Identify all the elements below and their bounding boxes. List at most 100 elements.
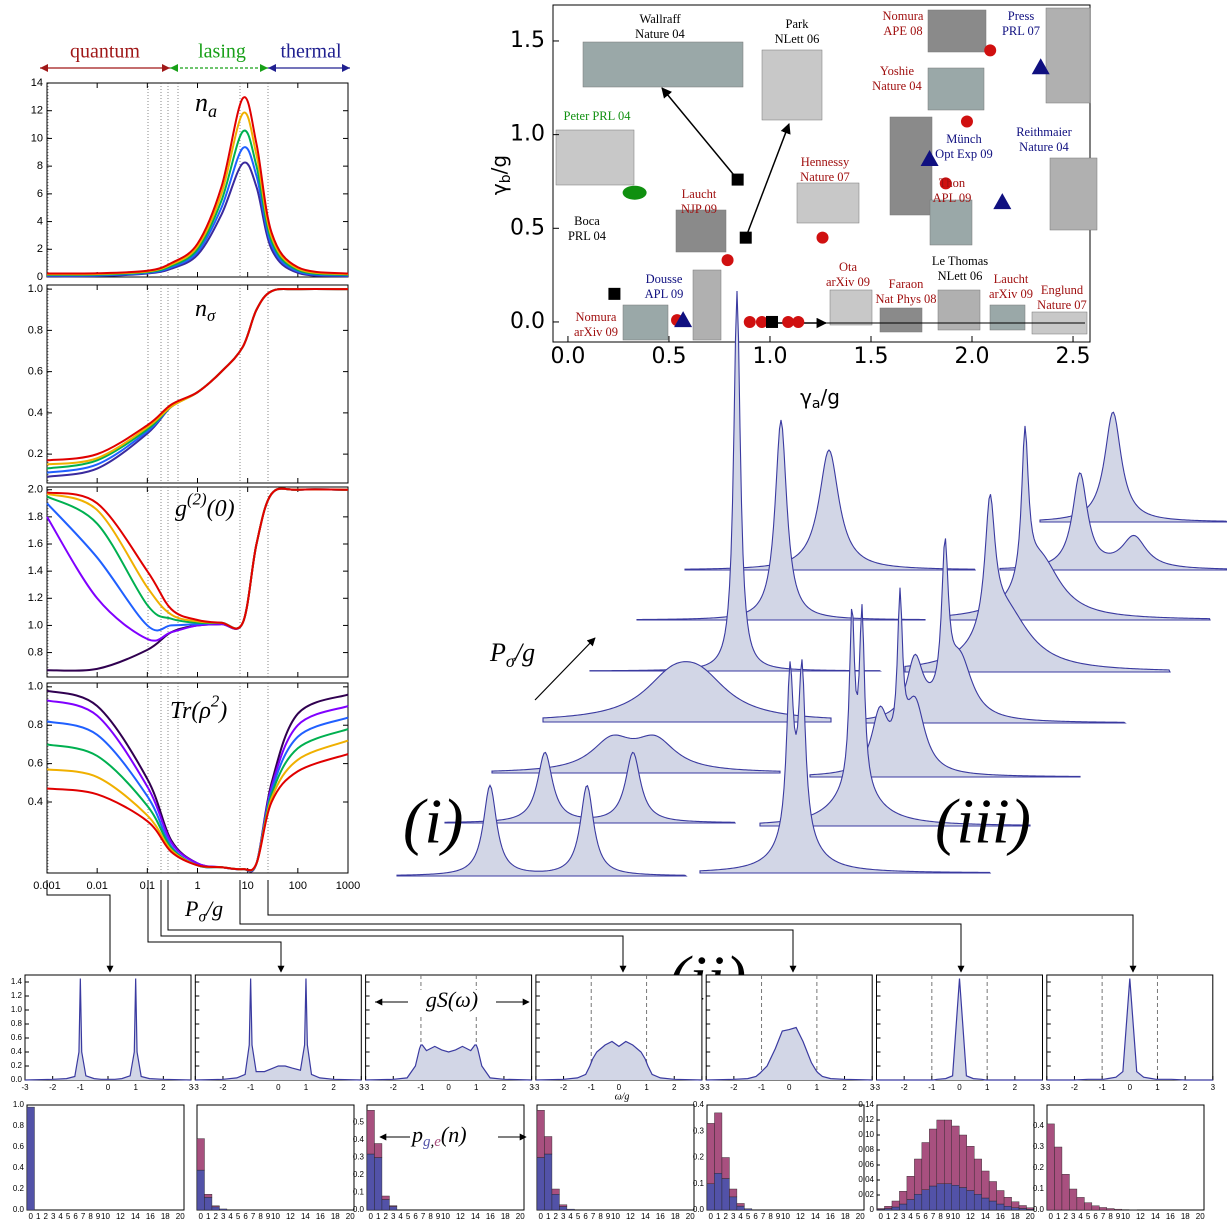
- panel-frame: [46, 486, 349, 678]
- bar-g: [366, 1153, 375, 1211]
- x-tick-label: 18: [501, 1212, 510, 1219]
- arrow: [534, 637, 596, 701]
- y-tick-label: 0.4: [28, 407, 43, 419]
- marker: [960, 115, 973, 128]
- bar-g: [736, 1205, 745, 1211]
- x-tick-label: -3: [703, 1083, 711, 1092]
- x-tick-label: 1: [206, 1212, 211, 1219]
- x-tick-label: 4: [908, 1212, 913, 1219]
- point-label: Faraon: [889, 277, 924, 291]
- x-tick-label: 14: [1151, 1212, 1160, 1219]
- spectrum-line: [535, 1040, 702, 1081]
- bar-e: [936, 1119, 945, 1184]
- y-tick-label: 2.0: [28, 484, 43, 496]
- bar-e: [1011, 1201, 1020, 1208]
- y-tick-label: 0.4: [28, 796, 43, 808]
- point-label: Press: [1008, 9, 1035, 23]
- x-tick-label: 12: [1136, 1212, 1145, 1219]
- x-axis-label: ω/g: [615, 1091, 630, 1102]
- point-label: Park: [786, 17, 810, 31]
- x-tick-label: 16: [1166, 1212, 1175, 1219]
- label: na: [195, 88, 217, 121]
- x-tick-label: 0.5: [651, 344, 686, 369]
- bar-g: [973, 1194, 982, 1211]
- marker: [792, 315, 805, 328]
- label-part: 2: [211, 691, 220, 710]
- series-line: [46, 487, 349, 642]
- x-tick-label: 5: [66, 1212, 71, 1219]
- panel-frame: [536, 1104, 695, 1211]
- x-tick-label: 14: [981, 1212, 990, 1219]
- y-tick-label: 1.6: [28, 538, 43, 550]
- label-part: P: [489, 638, 506, 667]
- annotation: gS(ω): [426, 987, 478, 1012]
- label-part: g: [423, 1134, 431, 1150]
- x-tick-label: 2: [1063, 1212, 1068, 1219]
- y-tick-label: 12: [31, 105, 43, 117]
- x-tick-label: 16: [316, 1212, 325, 1219]
- x-tick-label: 0: [446, 1083, 451, 1092]
- x-tick-label: 2: [331, 1083, 336, 1092]
- x-tick-label: 1000: [336, 880, 360, 892]
- spectrum-line: [1046, 978, 1213, 1081]
- x-tick-label: 12: [796, 1212, 805, 1219]
- bar-e: [389, 1205, 398, 1207]
- panel-frame: [24, 974, 192, 1081]
- label-part: Tr(ρ: [170, 698, 211, 724]
- x-tick-label: 2: [43, 1212, 48, 1219]
- y-tick-label: 8: [37, 160, 43, 172]
- marker: [743, 315, 756, 328]
- label-part: γ: [800, 385, 812, 409]
- x-tick-label: 6: [413, 1212, 418, 1219]
- x-tick-label: 3: [189, 1083, 194, 1092]
- spectrum-line: [876, 978, 1043, 1081]
- y-tick-label: 0: [37, 271, 43, 283]
- x-tick-label: -3: [362, 1083, 370, 1092]
- point-label: NLett 06: [938, 269, 983, 283]
- point-label: PRL 04: [568, 229, 607, 243]
- bar-e: [966, 1146, 975, 1191]
- bar-e: [1084, 1202, 1093, 1211]
- x-tick-label: 6: [583, 1212, 588, 1219]
- x-tick-label: -3: [192, 1083, 200, 1092]
- y-tick-label: 0.4: [693, 1100, 705, 1109]
- y-tick-label: 0.12: [858, 1115, 874, 1124]
- x-tick-label: 7: [1101, 1212, 1106, 1219]
- x-tick-label: 20: [1026, 1212, 1035, 1219]
- x-tick-label: 9: [946, 1212, 951, 1219]
- bar-e: [876, 1208, 885, 1210]
- y-tick-label: 0.4: [1033, 1121, 1045, 1130]
- x-tick-label: 10: [271, 1212, 280, 1219]
- x-tick-label: 3: [870, 1083, 875, 1092]
- marker: [920, 149, 939, 166]
- label-part: g: [175, 496, 187, 522]
- point-label: Reithmaier: [1016, 125, 1072, 139]
- x-tick-label: 18: [331, 1212, 340, 1219]
- spectrum-line: [195, 978, 362, 1081]
- y-tick-label: 0.2: [28, 448, 43, 460]
- x-tick-label: -2: [901, 1083, 909, 1092]
- x-tick-label: 1.5: [853, 344, 888, 369]
- arrow: [745, 123, 791, 238]
- x-tick-label: 2.5: [1056, 344, 1091, 369]
- marker: [1031, 58, 1050, 75]
- bar-e: [1091, 1205, 1100, 1211]
- arrow: [661, 87, 739, 181]
- region-label: thermal: [280, 41, 342, 63]
- y-tick-label: 0.4: [13, 1163, 25, 1172]
- series-line: [46, 487, 349, 630]
- label: γb/g: [487, 155, 515, 195]
- x-tick-label: 10: [101, 1212, 110, 1219]
- thumbnail: [796, 182, 860, 224]
- spectrum-slice: [491, 734, 781, 774]
- arrow-head: [170, 64, 268, 72]
- bar-g: [929, 1185, 938, 1211]
- y-tick-label: 0.6: [11, 1033, 23, 1042]
- x-tick-label: 4: [738, 1212, 743, 1219]
- series-line: [46, 487, 349, 672]
- marker: [993, 193, 1012, 210]
- x-tick-label: 7: [81, 1212, 86, 1219]
- series-line: [46, 753, 349, 872]
- point-label: Wallraff: [639, 12, 681, 26]
- thumbnail: [1049, 157, 1098, 231]
